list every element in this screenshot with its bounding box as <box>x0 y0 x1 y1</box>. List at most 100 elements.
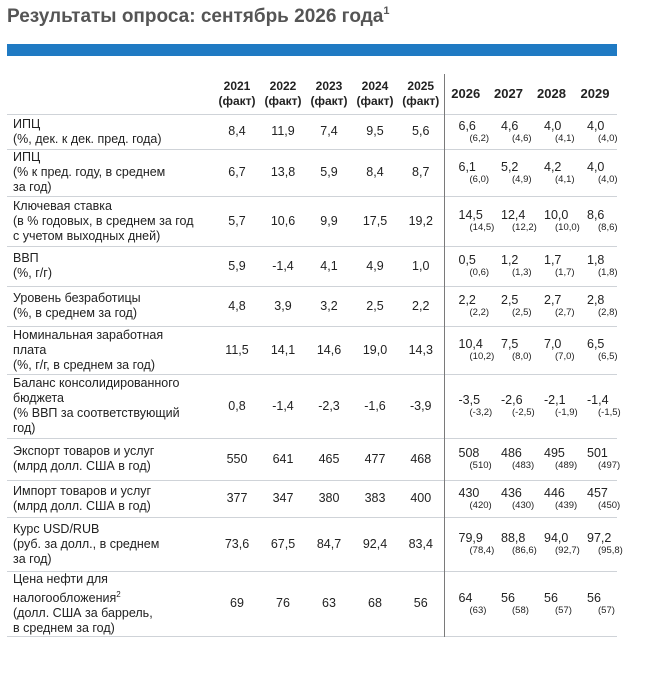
row-label-line: (руб. за долл., в среднем <box>13 536 160 551</box>
table-row: Баланс консолидированного бюджета (% ВВП з… <box>7 374 621 438</box>
forecast-value: 7,5 <box>501 337 519 351</box>
forecast-cell: 430 (420) <box>444 480 492 517</box>
fact-value: 400 <box>398 480 445 517</box>
forecast-value: 7,0 <box>544 337 562 351</box>
fact-value: -1,6 <box>364 398 386 413</box>
fact-value: 67,5 <box>270 536 296 551</box>
fact-value: 14,3 <box>398 326 445 374</box>
fact-value: 6,7 <box>228 165 246 179</box>
forecast-cell: 10,0 (10,0) <box>530 196 580 246</box>
forecast-cell: 495 (489) <box>530 438 578 480</box>
row-label: Баланс консолидированного бюджета (% ВВП з… <box>7 374 214 438</box>
forecast-value: 1,8 <box>587 253 605 267</box>
header-year-note: (факт) <box>310 93 348 108</box>
fact-value: 69 <box>230 596 244 611</box>
forecast-value: -1,4 <box>587 393 609 407</box>
row-label-line: Цена нефти для <box>13 571 108 586</box>
previous-forecast-value: (63) <box>469 604 487 616</box>
forecast-value: 501 <box>587 446 608 460</box>
previous-forecast-value: (4,0) <box>598 173 618 185</box>
forecast-cell: 436 (430) <box>487 480 535 517</box>
footnote-mark: 2 <box>116 589 121 599</box>
row-label-line: (млрд долл. США в год) <box>13 459 151 473</box>
forecast-value: 430 <box>458 485 480 500</box>
forecast-value: 79,9 <box>458 531 483 545</box>
forecast-value: -2,6 <box>501 393 523 407</box>
fact-value: 11,9 <box>271 124 295 138</box>
previous-forecast-value: (78,4) <box>469 545 495 556</box>
fact-value: 468 <box>398 438 445 480</box>
table-row: Цена нефти для налогообложения2 (долл. США… <box>7 571 617 637</box>
previous-forecast-value: (489) <box>555 460 578 471</box>
row-label-line: Уровень безработицы <box>13 291 141 305</box>
previous-forecast-value: (14,5) <box>469 222 495 233</box>
row-label: ИПЦ (% к пред. году, в среднем за год) <box>7 149 214 196</box>
header-year-forecast: 2026 <box>451 86 481 102</box>
forecast-value: 1,2 <box>501 253 519 267</box>
table-row: Уровень безработицы (%, в среднем за год)… <box>7 286 618 326</box>
header-year-fact: 2021 (факт) <box>214 74 260 114</box>
header-year-fact: 2024 (факт) <box>352 74 398 114</box>
header-year: 2022 <box>269 78 297 93</box>
header-year-forecast: 2028 <box>537 86 566 102</box>
fact-value: -2,3 <box>318 398 340 413</box>
previous-forecast-value: (4,0) <box>598 132 618 144</box>
forecast-cell: 4,2 (4,1) <box>530 149 575 196</box>
forecast-cell: 56 (57) <box>530 571 573 636</box>
row-label-line: (млрд долл. США в год) <box>13 498 151 513</box>
row-label-line: за год) <box>13 180 52 194</box>
fact-value: 3,9 <box>274 298 292 313</box>
previous-forecast-value: (420) <box>469 499 492 511</box>
header-label-cell <box>7 74 214 114</box>
header-year-note: (факт) <box>218 93 256 108</box>
previous-forecast-value: (439) <box>555 499 578 511</box>
previous-forecast-value: (95,8) <box>598 545 623 556</box>
previous-forecast-value: (-1,9) <box>555 407 578 418</box>
previous-forecast-value: (430) <box>512 499 535 511</box>
fact-value: 4,8 <box>228 298 246 313</box>
forecast-cell: 4,0 (4,0) <box>573 114 618 149</box>
row-label-line: Импорт товаров и услуг <box>13 483 152 498</box>
previous-forecast-value: (2,7) <box>555 307 575 318</box>
fact-value: 63 <box>322 596 336 611</box>
table-row: Импорт товаров и услуг (млрд долл. США в … <box>7 480 621 517</box>
fact-value: 347 <box>272 491 294 505</box>
previous-forecast-value: (1,8) <box>598 267 618 278</box>
row-label-line: ИПЦ <box>13 116 41 131</box>
fact-value: 83,4 <box>398 517 445 571</box>
fact-value: 5,6 <box>398 114 445 149</box>
fact-value: 8,4 <box>228 124 246 138</box>
forecast-cell: 486 (483) <box>487 438 534 480</box>
forecast-cell: 56 (58) <box>487 571 530 636</box>
row-label: ИПЦ (%, дек. к дек. пред. года) <box>7 114 214 149</box>
forecast-value: -2,1 <box>544 393 566 407</box>
previous-forecast-value: (4,1) <box>555 132 575 144</box>
table-row: Номинальная заработная плата (%, г/г, в ср… <box>7 326 618 374</box>
forecast-value: 0,5 <box>458 253 476 267</box>
forecast-value: 2,7 <box>544 293 562 307</box>
fact-value: 2,5 <box>366 298 384 313</box>
fact-value: 5,9 <box>228 258 246 273</box>
fact-value: 8,7 <box>398 149 445 196</box>
forecast-cell: -2,1 (-1,9) <box>530 374 578 438</box>
row-label-line: плата <box>13 342 47 357</box>
row-label-line: Номинальная заработная <box>13 327 164 342</box>
previous-forecast-value: (57) <box>555 604 572 616</box>
row-label: Экспорт товаров и услуг (млрд долл. США в… <box>7 438 214 480</box>
fact-value: 5,9 <box>320 165 338 179</box>
previous-forecast-value: (450) <box>598 499 621 511</box>
forecast-value: 10,4 <box>458 337 483 351</box>
row-label-line: год) <box>13 421 36 435</box>
fact-value: 68 <box>368 596 382 611</box>
forecast-value: 56 <box>587 590 601 605</box>
row-label-line: (% к пред. году, в среднем <box>13 165 166 179</box>
header-year-fact: 2023 (факт) <box>306 74 352 114</box>
row-label-line: ВВП <box>13 251 39 265</box>
previous-forecast-value: (86,6) <box>512 545 537 556</box>
forecast-value: 4,0 <box>544 118 562 133</box>
table-body: ИПЦ (%, дек. к дек. пред. года) 8,4 11,9 7,4… <box>7 114 623 637</box>
accent-bar <box>7 44 617 56</box>
forecast-value: 12,4 <box>501 208 526 222</box>
forecast-value: 5,2 <box>501 159 519 174</box>
fact-value: 3,2 <box>320 298 338 313</box>
